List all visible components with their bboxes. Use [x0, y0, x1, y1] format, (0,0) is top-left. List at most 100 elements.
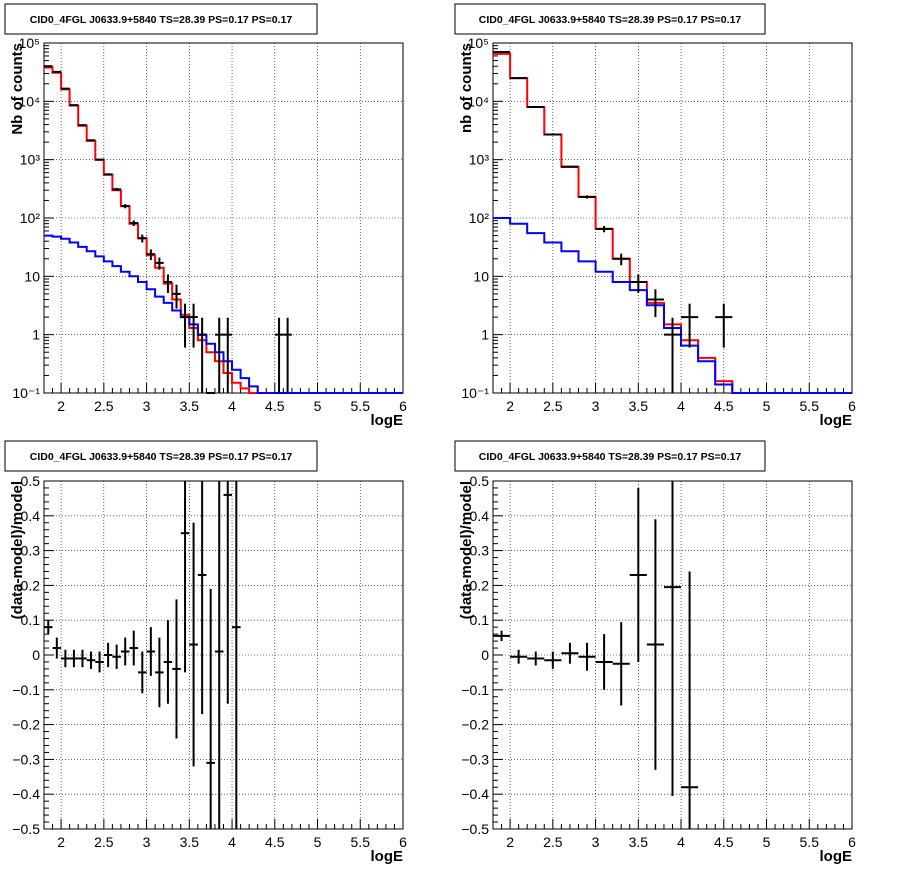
chart-title: CID0_4FGL J0633.9+5840 TS=28.39 PS=0.17 …: [479, 14, 742, 26]
y-tick-label: 10: [473, 268, 489, 284]
data-point: [155, 637, 164, 708]
x-axis-label: logE: [820, 848, 853, 865]
data-point: [155, 257, 164, 270]
chart-panel-4: CID0_4FGL J0633.9+5840 TS=28.39 PS=0.17 …: [454, 440, 856, 865]
x-tick-label: 4: [677, 834, 685, 850]
data-point: [69, 649, 79, 668]
data-point: [112, 187, 121, 191]
data-point: [629, 487, 647, 662]
data-point: [180, 303, 190, 348]
data-point: [163, 274, 173, 293]
x-tick-label: 4.5: [714, 834, 734, 850]
x-tick-label: 3.5: [180, 398, 200, 414]
x-tick-label: 3: [143, 834, 151, 850]
y-tick-label: 0.5: [470, 473, 490, 489]
data-point: [197, 317, 207, 393]
chart-title: CID0_4FGL J0633.9+5840 TS=28.39 PS=0.17 …: [30, 14, 293, 26]
data-point: [86, 139, 96, 142]
y-tick-label: 10²: [469, 210, 490, 226]
x-tick-label: 5.5: [351, 398, 371, 414]
x-tick-label: 5.5: [800, 398, 820, 414]
x-axis-label: logE: [371, 848, 404, 865]
y-tick-label: 10⁻¹: [461, 385, 489, 401]
data-point: [138, 234, 147, 243]
data-point: [493, 630, 511, 642]
data-point: [544, 133, 562, 136]
data-point: [595, 225, 613, 233]
y-tick-label: 10⁵: [468, 35, 489, 51]
x-tick-label: 4.5: [265, 398, 285, 414]
data-point: [172, 284, 181, 309]
data-point: [95, 158, 104, 161]
title-frame: [454, 3, 766, 35]
y-axis-label: (data-model)/model: [9, 481, 26, 619]
histogram-series: [493, 217, 852, 394]
data-point: [663, 317, 682, 393]
y-tick-label: 10⁴: [18, 93, 40, 109]
y-tick-label: 0.1: [470, 612, 490, 628]
data-point: [214, 317, 224, 393]
data-point: [180, 481, 190, 673]
data-point: [544, 651, 562, 669]
data-point: [715, 303, 733, 348]
y-tick-label: −0.3: [461, 751, 489, 767]
y-tick-label: 10³: [469, 152, 490, 168]
data-point: [646, 289, 664, 318]
data-point: [283, 317, 292, 393]
x-tick-label: 6: [848, 834, 856, 850]
x-tick-label: 2.5: [543, 398, 563, 414]
data-point: [120, 637, 130, 666]
y-tick-label: 0.2: [470, 577, 490, 593]
data-point: [146, 627, 156, 676]
data-point: [129, 220, 139, 226]
x-axis-label: logE: [820, 412, 853, 429]
y-tick-label: −0.3: [12, 751, 40, 767]
y-tick-label: −0.2: [12, 717, 40, 733]
x-tick-label: 2.5: [543, 834, 563, 850]
title-frame: [454, 440, 766, 472]
y-tick-label: −0.4: [461, 786, 489, 802]
x-tick-label: 2: [57, 834, 65, 850]
x-tick-label: 3: [592, 834, 600, 850]
x-tick-label: 5: [314, 834, 322, 850]
y-tick-label: 0.3: [21, 543, 41, 559]
data-point: [61, 649, 70, 668]
histogram-series: [44, 234, 403, 394]
data-point: [214, 481, 224, 829]
data-point: [595, 634, 613, 690]
title-box: CID0_4FGL J0633.9+5840 TS=28.39 PS=0.17 …: [4, 3, 318, 35]
data-point: [103, 173, 113, 176]
x-tick-label: 6: [399, 398, 407, 414]
data-point: [578, 195, 596, 199]
data-point: [86, 651, 96, 669]
y-axis-label: Nb of counts: [9, 43, 26, 135]
chart-panel-2: CID0_4FGL J0633.9+5840 TS=28.39 PS=0.17 …: [454, 3, 856, 429]
chart-title: CID0_4FGL J0633.9+5840 TS=28.39 PS=0.17 …: [30, 451, 293, 463]
x-tick-label: 2: [57, 398, 65, 414]
y-tick-label: 1: [32, 327, 40, 343]
y-tick-label: 10⁻¹: [12, 385, 40, 401]
x-tick-label: 5: [763, 398, 771, 414]
data-point: [189, 303, 198, 348]
x-tick-label: 4: [228, 398, 236, 414]
data-point: [78, 649, 87, 668]
y-tick-label: 0: [32, 647, 40, 663]
plot-frame: [43, 42, 404, 394]
y-tick-label: −0.1: [461, 682, 489, 698]
y-tick-label: −0.2: [461, 717, 489, 733]
x-tick-label: 3.5: [629, 398, 649, 414]
data-point: [146, 249, 156, 261]
title-frame: [4, 440, 318, 472]
y-tick-label: 0.2: [21, 577, 41, 593]
chart-title: CID0_4FGL J0633.9+5840 TS=28.39 PS=0.17 …: [479, 451, 742, 463]
data-point: [681, 303, 699, 348]
y-tick-label: 0: [481, 647, 489, 663]
data-point: [646, 519, 664, 770]
y-tick-label: 10³: [20, 152, 41, 168]
data-point: [561, 642, 579, 664]
data-point: [52, 637, 62, 659]
data-point: [172, 599, 181, 739]
data-point: [95, 651, 104, 673]
y-tick-label: 1: [481, 327, 489, 343]
